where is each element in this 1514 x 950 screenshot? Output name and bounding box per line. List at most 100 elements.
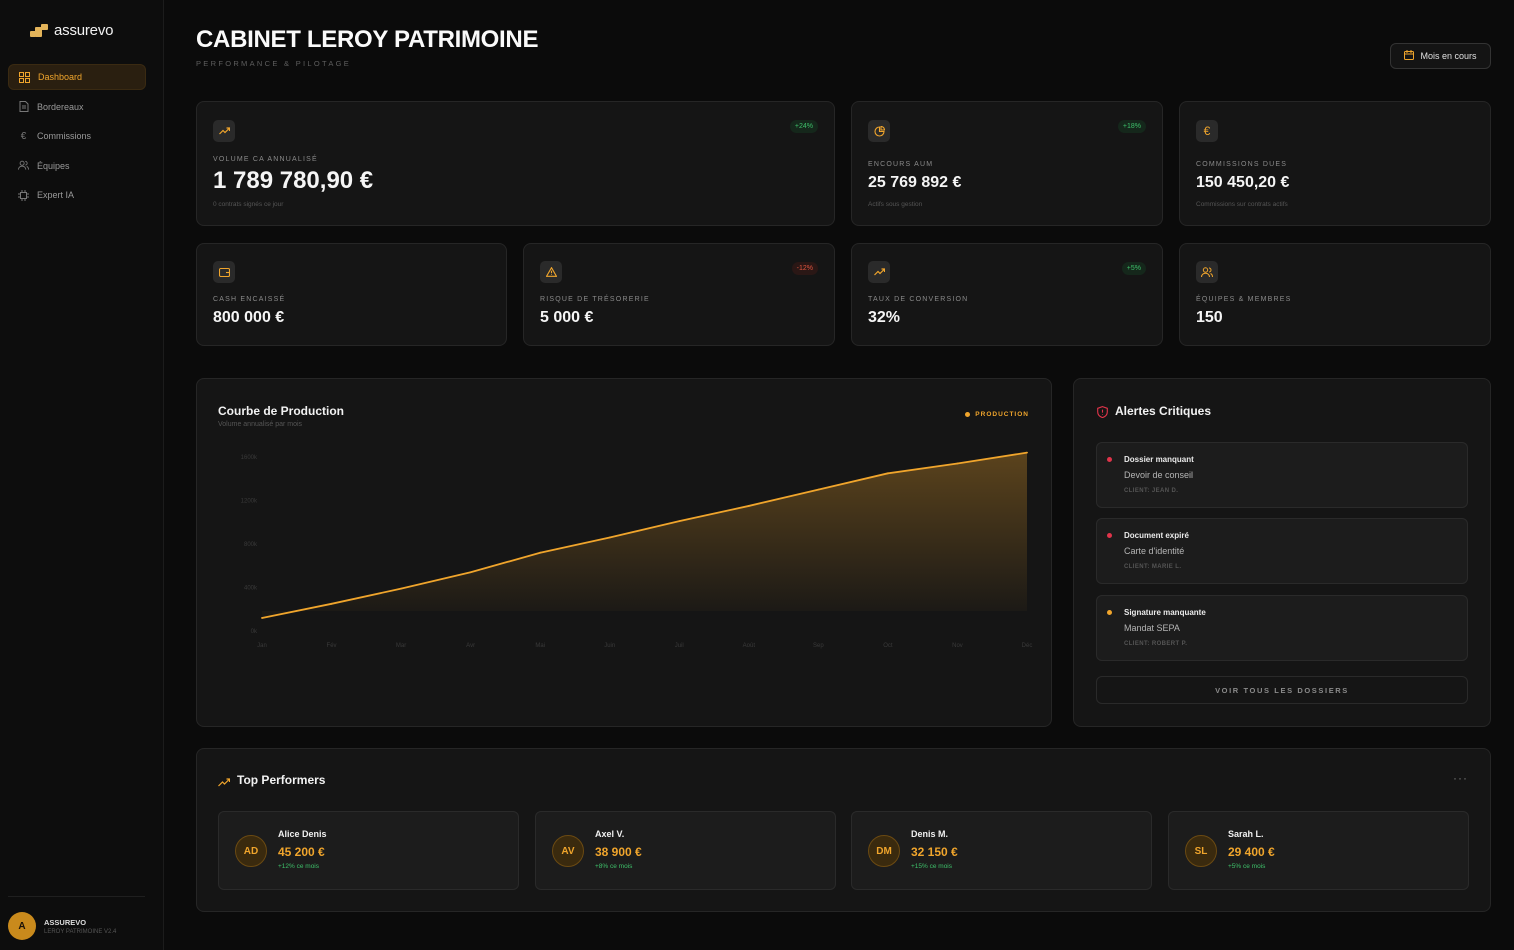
trending-up-icon <box>218 774 231 792</box>
y-tick-label: 800k <box>244 542 258 548</box>
kpi-value: 32% <box>868 309 901 326</box>
shield-alert-icon <box>1097 405 1108 423</box>
data-point <box>539 551 542 554</box>
profile-subtitle: LEROY PATRIMOINE V2.4 <box>44 928 117 935</box>
avatar: A <box>8 912 36 940</box>
kpi-label: Volume CA annualisé <box>213 156 318 163</box>
x-tick-label: Juin <box>604 643 615 649</box>
kpi-label: Encours AUM <box>868 161 934 168</box>
data-point <box>956 462 959 465</box>
trending-up-icon <box>868 261 890 283</box>
kpi-trend-badge: -12% <box>791 262 818 275</box>
sidebar-item-bordereaux[interactable]: Bordereaux <box>8 94 146 120</box>
alert-title: Dossier manquant <box>1124 455 1194 464</box>
kpi-footnote: 0 contrats signés ce jour <box>213 201 284 208</box>
kpi-value: 150 <box>1196 309 1223 326</box>
data-point <box>330 602 333 605</box>
performer-name: Denis M. <box>911 829 949 839</box>
performer-amount: 45 200 € <box>278 845 325 859</box>
performer-card[interactable]: AD Alice Denis 45 200 € +12% ce mois <box>218 811 519 890</box>
legend-label: PRODUCTION <box>975 411 1029 418</box>
kpi-value: 150 450,20 € <box>1196 174 1290 191</box>
sidebar: assurevo Dashboard Bordereaux € Commissi… <box>0 0 164 950</box>
performer-growth: +8% ce mois <box>595 863 633 870</box>
calendar-icon <box>1404 50 1415 62</box>
logo-text: assurevo <box>54 22 114 39</box>
y-tick-label: 400k <box>244 586 258 592</box>
kpi-card-risque-tresorerie[interactable]: -12% Risque de trésorerie 5 000 € <box>523 243 835 346</box>
kpi-trend-badge: +18% <box>1117 120 1146 133</box>
alert-item[interactable]: Dossier manquant Devoir de conseil CLIEN… <box>1096 442 1468 508</box>
top-performers-card: Top Performers ··· AD Alice Denis 45 200… <box>196 748 1491 912</box>
alert-item[interactable]: Document expiré Carte d'identité CLIENT:… <box>1096 518 1468 584</box>
kpi-card-equipes[interactable]: Équipes & membres 150 <box>1179 243 1491 346</box>
data-point <box>747 505 750 507</box>
avatar: AD <box>235 835 267 867</box>
x-tick-label: Jan <box>257 643 267 649</box>
data-point <box>887 472 889 475</box>
production-chart: 0k 400k 800k 1200k 1600k Jan Fév Mar Avr Mai Juin J… <box>241 451 1033 649</box>
sidebar-item-equipes[interactable]: Équipes <box>8 153 146 179</box>
kpi-value: 25 769 892 € <box>868 174 962 191</box>
kpi-card-encours-aum[interactable]: +18% Encours AUM 25 769 892 € Actifs sou… <box>851 101 1163 226</box>
x-tick-label: Mai <box>535 643 545 649</box>
y-tick-label: 0k <box>251 629 258 635</box>
performer-name: Alice Denis <box>278 829 327 839</box>
users-icon <box>18 160 29 171</box>
data-point <box>469 571 472 574</box>
top-performers-title: Top Performers <box>237 773 326 787</box>
alert-client: CLIENT: MARIE L. <box>1124 564 1182 570</box>
kpi-card-commissions[interactable]: € Commissions dues 150 450,20 € Commissi… <box>1179 101 1491 226</box>
y-tick-label: 1200k <box>241 499 258 505</box>
alert-status-dot-icon <box>1107 533 1112 538</box>
alert-description: Devoir de conseil <box>1124 470 1194 480</box>
grid-icon <box>19 71 30 83</box>
kpi-footnote: Actifs sous gestion <box>868 201 923 208</box>
performer-card[interactable]: AV Axel V. 38 900 € +8% ce mois <box>535 811 836 890</box>
kpi-card-taux-conversion[interactable]: +5% Taux de conversion 32% <box>851 243 1163 346</box>
x-tick-label: Oct <box>883 643 893 649</box>
see-all-dossiers-button[interactable]: VOIR TOUS LES DOSSIERS <box>1096 676 1468 704</box>
sidebar-item-dashboard[interactable]: Dashboard <box>8 64 146 90</box>
avatar: SL <box>1185 835 1217 867</box>
sidebar-item-label: Expert IA <box>37 190 75 200</box>
data-point <box>1026 451 1028 454</box>
x-tick-label: Nov <box>952 643 963 649</box>
performer-amount: 29 400 € <box>1228 845 1275 859</box>
pie-chart-icon <box>868 120 890 142</box>
alert-status-dot-icon <box>1107 610 1112 615</box>
kpi-label: Équipes & membres <box>1196 296 1292 303</box>
performer-name: Axel V. <box>595 829 625 839</box>
app-logo[interactable]: assurevo <box>30 22 113 39</box>
production-line <box>261 451 1028 619</box>
more-options-icon[interactable]: ··· <box>1453 771 1468 785</box>
sidebar-item-label: Commissions <box>37 131 92 141</box>
kpi-card-volume-ca[interactable]: +24% Volume CA annualisé 1 789 780,90 € … <box>196 101 835 226</box>
kpi-card-cash[interactable]: Cash encaissé 800 000 € <box>196 243 507 346</box>
alerts-title: Alertes Critiques <box>1115 404 1212 418</box>
kpi-trend-badge: +5% <box>1121 262 1146 275</box>
alert-item[interactable]: Signature manquante Mandat SEPA CLIENT: … <box>1096 595 1468 661</box>
sidebar-item-expert-ia[interactable]: Expert IA <box>8 182 146 208</box>
alert-client: CLIENT: ROBERT P. <box>1124 641 1188 647</box>
chart-subtitle: Volume annualisé par mois <box>218 421 303 428</box>
kpi-label: Taux de conversion <box>868 296 969 303</box>
performer-name: Sarah L. <box>1228 829 1264 839</box>
x-tick-label: Déc <box>1022 643 1033 649</box>
profile-name: ASSUREVO <box>44 917 87 927</box>
chart-title: Courbe de Production <box>218 404 344 418</box>
production-chart-card: Courbe de Production Volume annualisé pa… <box>196 378 1052 727</box>
performer-amount: 32 150 € <box>911 845 958 859</box>
period-selector-button[interactable]: Mois en cours <box>1390 43 1491 69</box>
performer-card[interactable]: SL Sarah L. 29 400 € +5% ce mois <box>1168 811 1469 890</box>
user-profile[interactable]: A ASSUREVO LEROY PATRIMOINE V2.4 <box>8 912 116 940</box>
data-point <box>400 587 402 590</box>
chip-icon <box>18 189 29 201</box>
performer-card[interactable]: DM Denis M. 32 150 € +15% ce mois <box>851 811 1152 890</box>
y-tick-label: 1600k <box>241 455 258 461</box>
warning-icon <box>540 261 562 283</box>
sidebar-item-commissions[interactable]: € Commissions <box>8 123 146 149</box>
kpi-value: 1 789 780,90 € <box>213 167 374 194</box>
euro-icon: € <box>20 130 27 142</box>
performer-growth: +15% ce mois <box>911 863 953 870</box>
